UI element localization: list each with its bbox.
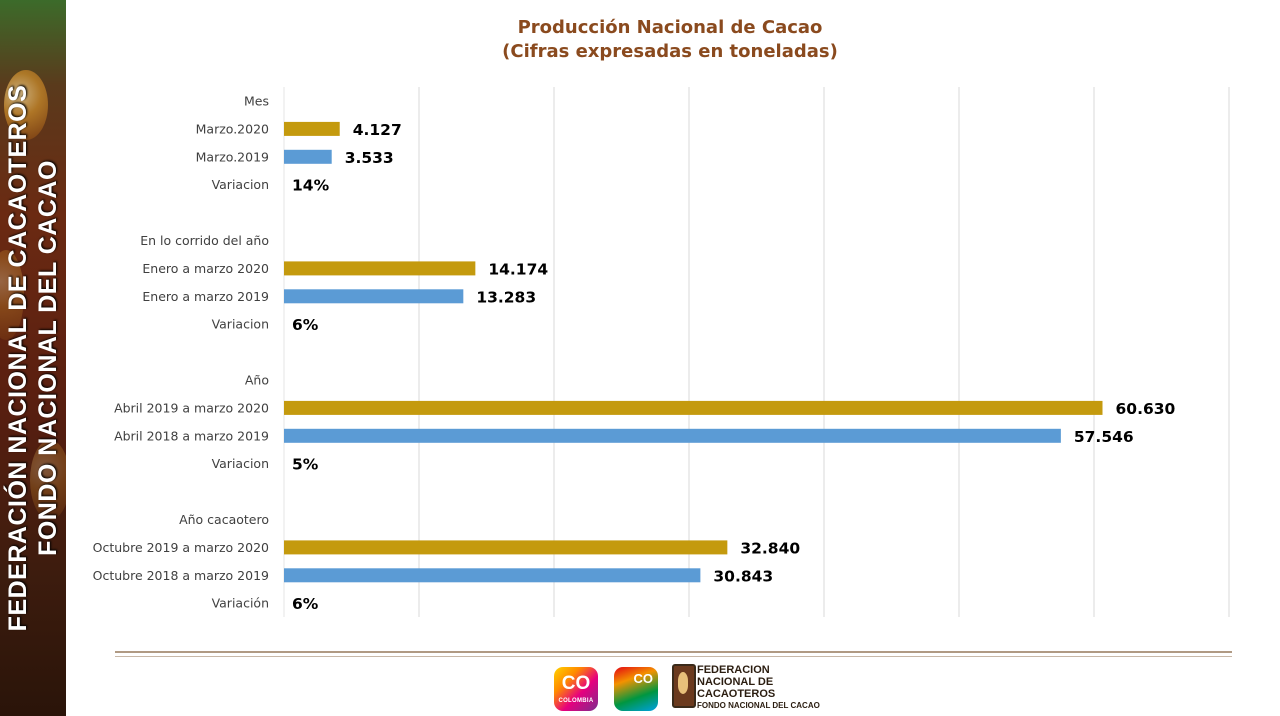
chart-title-block: Producción Nacional de Cacao (Cifras exp… xyxy=(380,16,960,64)
colombia-brand-logo: CO xyxy=(614,667,658,711)
variation-label: 14% xyxy=(292,177,330,195)
category-label: Mes xyxy=(244,94,269,109)
bar-previous xyxy=(284,568,701,583)
variation-label: 6% xyxy=(292,595,319,613)
bar-current xyxy=(284,261,476,276)
category-label: Marzo.2019 xyxy=(196,149,269,164)
bar-current xyxy=(284,400,1103,415)
bar-previous xyxy=(284,428,1061,443)
cacao-pod-image xyxy=(30,440,66,520)
logo-co-text: CO xyxy=(561,673,591,694)
bar-current xyxy=(284,540,728,555)
fedecacao-logo-text: FEDERACION NACIONAL DE CACAOTEROS FONDO … xyxy=(697,664,820,711)
chart-subtitle: (Cifras expresadas en toneladas) xyxy=(502,41,838,62)
category-label: Año xyxy=(245,373,269,388)
category-label: Variacion xyxy=(212,456,269,471)
bar-previous xyxy=(284,289,464,304)
category-label: Variacion xyxy=(212,317,269,332)
data-label: 14.174 xyxy=(488,260,548,278)
logo-fed-line: FONDO NACIONAL DEL CACAO xyxy=(697,701,820,710)
bar-previous xyxy=(284,149,332,164)
category-label: Año cacaotero xyxy=(179,512,269,527)
category-label: Octubre 2018 a marzo 2019 xyxy=(93,568,269,583)
sidebar-banner: FEDERACIÓN NACIONAL DE CACAOTEROS FONDO … xyxy=(0,0,66,716)
logo-fed-line: NACIONAL DE xyxy=(697,676,774,688)
data-label: 13.283 xyxy=(476,288,536,306)
category-label: Marzo.2020 xyxy=(196,121,269,136)
bar-current xyxy=(284,121,340,136)
category-label: Enero a marzo 2019 xyxy=(142,289,269,304)
cacao-pod-image xyxy=(4,70,48,140)
category-label: En lo corrido del año xyxy=(140,233,269,248)
production-bar-chart: Mes Marzo.2020 4.127 Marzo.2019 3.533 Variaci… xyxy=(93,87,1230,617)
data-label: 32.840 xyxy=(740,539,800,557)
category-label: Abril 2019 a marzo 2020 xyxy=(114,400,269,415)
data-label: 57.546 xyxy=(1074,428,1134,446)
logo-fed-line: CACAOTEROS xyxy=(697,688,776,700)
chart-title: Producción Nacional de Cacao xyxy=(517,17,823,38)
colombia-co-logo: CO COLOMBIA xyxy=(554,667,598,711)
category-label: Variacion xyxy=(212,177,269,192)
data-label: 60.630 xyxy=(1116,400,1176,418)
data-label: 3.533 xyxy=(345,149,394,167)
logo-co2-text: CO xyxy=(633,671,654,686)
data-label: 4.127 xyxy=(353,121,402,139)
category-label: Enero a marzo 2020 xyxy=(142,261,269,276)
logo-fed-line: FEDERACION xyxy=(697,664,770,676)
logo-co-sub: COLOMBIA xyxy=(558,698,594,704)
category-label: Variación xyxy=(212,596,269,611)
footer-divider-thin xyxy=(115,656,1232,657)
category-label: Octubre 2019 a marzo 2020 xyxy=(93,540,269,555)
variation-label: 6% xyxy=(292,316,319,334)
footer-divider xyxy=(115,651,1232,653)
category-label: Abril 2018 a marzo 2019 xyxy=(114,428,269,443)
data-label: 30.843 xyxy=(713,567,773,585)
variation-label: 5% xyxy=(292,456,319,474)
fedecacao-emblem-icon xyxy=(672,664,696,708)
